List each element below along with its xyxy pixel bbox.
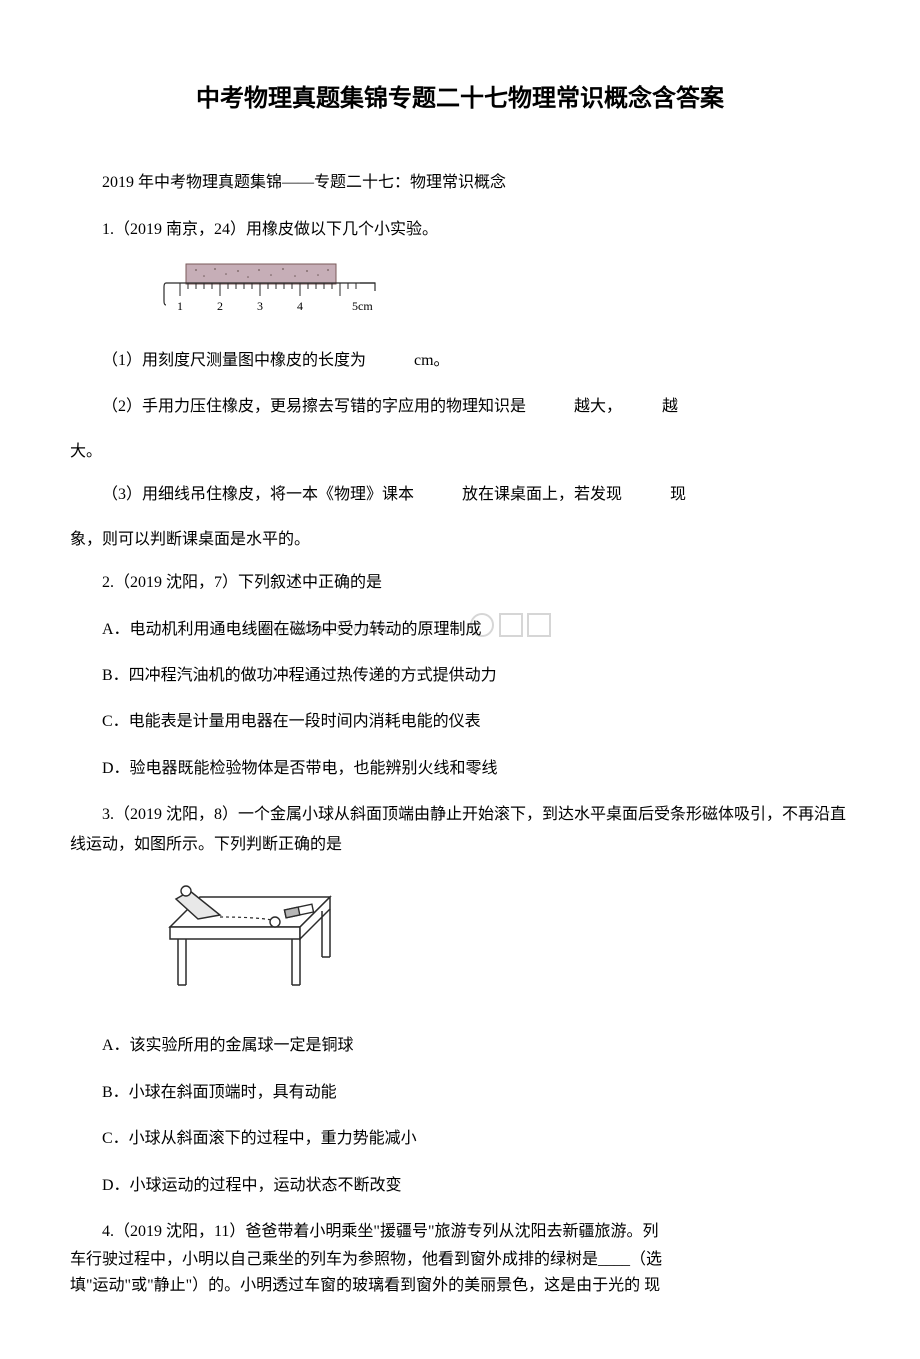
q1-sub1: （1）用刻度尺测量图中橡皮的长度为 cm。 xyxy=(70,346,850,376)
ruler-svg-icon: 1 2 3 4 5cm xyxy=(160,261,390,321)
svg-text:1: 1 xyxy=(177,299,183,313)
q4-line3: 填"运动"或"静止"）的。小明透过车窗的玻璃看到窗外的美丽景色，这是由于光的 现 xyxy=(70,1273,850,1299)
q3-optA: A．该实验所用的金属球一定是铜球 xyxy=(70,1031,850,1061)
q3-optC: C．小球从斜面滚下的过程中，重力势能减小 xyxy=(70,1124,850,1154)
q1-sub2b: 大。 xyxy=(70,439,850,465)
q1-sub3b: 象，则可以判断课桌面是水平的。 xyxy=(70,527,850,553)
q3-optD: D．小球运动的过程中，运动状态不断改变 xyxy=(70,1171,850,1201)
q3-optB: B．小球在斜面顶端时，具有动能 xyxy=(70,1078,850,1108)
q4-line2: 车行驶过程中，小明以自己乘坐的列车为参照物，他看到窗外成排的绿树是____（选 xyxy=(70,1247,850,1273)
q1-header: 1.（2019 南京，24）用橡皮做以下几个小实验。 xyxy=(70,215,850,245)
svg-text:4: 4 xyxy=(297,299,303,313)
q2-optA: A．电动机利用通电线圈在磁场中受力转动的原理制成 xyxy=(102,621,482,638)
q2-optD: D．验电器既能检验物体是否带电，也能辨别火线和零线 xyxy=(70,754,850,784)
q1-sub3a: （3）用细线吊住橡皮，将一本《物理》课本 放在课桌面上，若发现 现 xyxy=(70,480,850,510)
ruler-figure: 1 2 3 4 5cm xyxy=(160,261,850,330)
intro-text: 2019 年中考物理真题集锦——专题二十七：物理常识概念 xyxy=(70,168,850,198)
q2-header: 2.（2019 沈阳，7）下列叙述中正确的是 xyxy=(70,568,850,598)
svg-text:2: 2 xyxy=(217,299,223,313)
table-figure xyxy=(150,877,850,1016)
q1-sub2a: （2）手用力压住橡皮，更易擦去写错的字应用的物理知识是 越大， 越 xyxy=(70,392,850,422)
svg-text:3: 3 xyxy=(257,299,263,313)
q2-optC: C．电能表是计量用电器在一段时间内消耗电能的仪表 xyxy=(70,707,850,737)
table-svg-icon xyxy=(150,877,340,1007)
q2-optB: B．四冲程汽油机的做功冲程通过热传递的方式提供动力 xyxy=(70,661,850,691)
q3-header: 3.（2019 沈阳，8）一个金属小球从斜面顶端由静止开始滚下，到达水平桌面后受… xyxy=(70,800,850,861)
q4-line1: 4.（2019 沈阳，11）爸爸带着小明乘坐"援疆号"旅游专列从沈阳去新疆旅游。… xyxy=(70,1217,850,1247)
svg-text:5cm: 5cm xyxy=(352,299,373,313)
q2-optA-line: www.bdocx.com A．电动机利用通电线圈在磁场中受力转动的原理制成 xyxy=(70,615,850,645)
page-title: 中考物理真题集锦专题二十七物理常识概念含答案 xyxy=(70,80,850,118)
